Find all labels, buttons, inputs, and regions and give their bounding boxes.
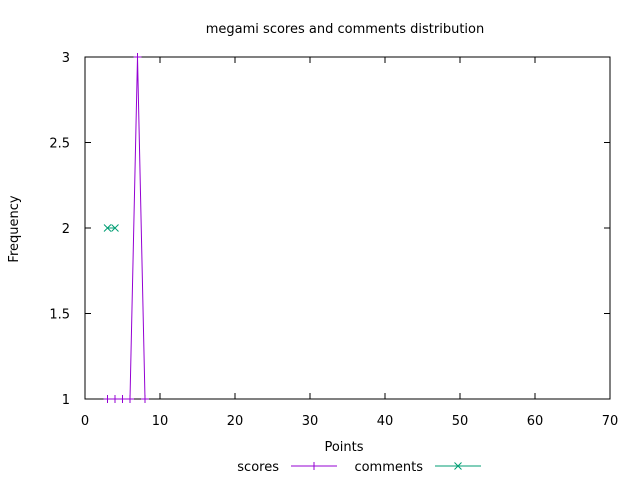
data-point-scores xyxy=(141,395,149,403)
x-tick-label: 70 xyxy=(602,414,619,429)
data-point-scores xyxy=(103,395,112,403)
series-comments xyxy=(103,224,119,232)
data-point-comments xyxy=(103,224,112,232)
x-tick-label: 60 xyxy=(527,414,544,429)
x-tick-label: 20 xyxy=(227,414,244,429)
legend-label-comments: comments xyxy=(354,460,423,475)
x-axis-label: Points xyxy=(324,440,363,455)
x-tick-label: 30 xyxy=(302,414,319,429)
legend-marker-scores xyxy=(310,462,318,470)
legend: scores comments xyxy=(237,460,481,475)
legend-label-scores: scores xyxy=(237,460,279,475)
x-tick-label: 50 xyxy=(452,414,469,429)
y-tick-label: 1.5 xyxy=(49,308,70,323)
y-axis: 1 1.5 2 2.5 3 xyxy=(49,51,610,408)
chart-title: megami scores and comments distribution xyxy=(206,22,484,37)
data-point-scores xyxy=(118,395,127,403)
series-layer xyxy=(103,53,149,403)
y-tick-label: 2.5 xyxy=(49,137,70,152)
x-tick-label: 0 xyxy=(81,414,89,429)
x-tick-label: 40 xyxy=(377,414,394,429)
data-point-scores xyxy=(133,53,142,61)
legend-samples xyxy=(291,462,481,470)
series-scores xyxy=(103,53,149,403)
data-point-scores xyxy=(126,395,134,403)
y-tick-label: 2 xyxy=(62,222,70,237)
data-point-scores xyxy=(111,395,119,403)
y-axis-label: Frequency xyxy=(7,195,22,262)
y-tick-label: 1 xyxy=(62,393,70,408)
y-tick-label: 3 xyxy=(62,51,70,66)
data-point-comments xyxy=(111,224,119,232)
legend-marker-comments xyxy=(454,462,462,470)
plot-frame xyxy=(84,56,611,400)
x-axis: 0 10 20 30 40 50 60 70 xyxy=(81,57,618,429)
x-tick-label: 10 xyxy=(152,414,169,429)
